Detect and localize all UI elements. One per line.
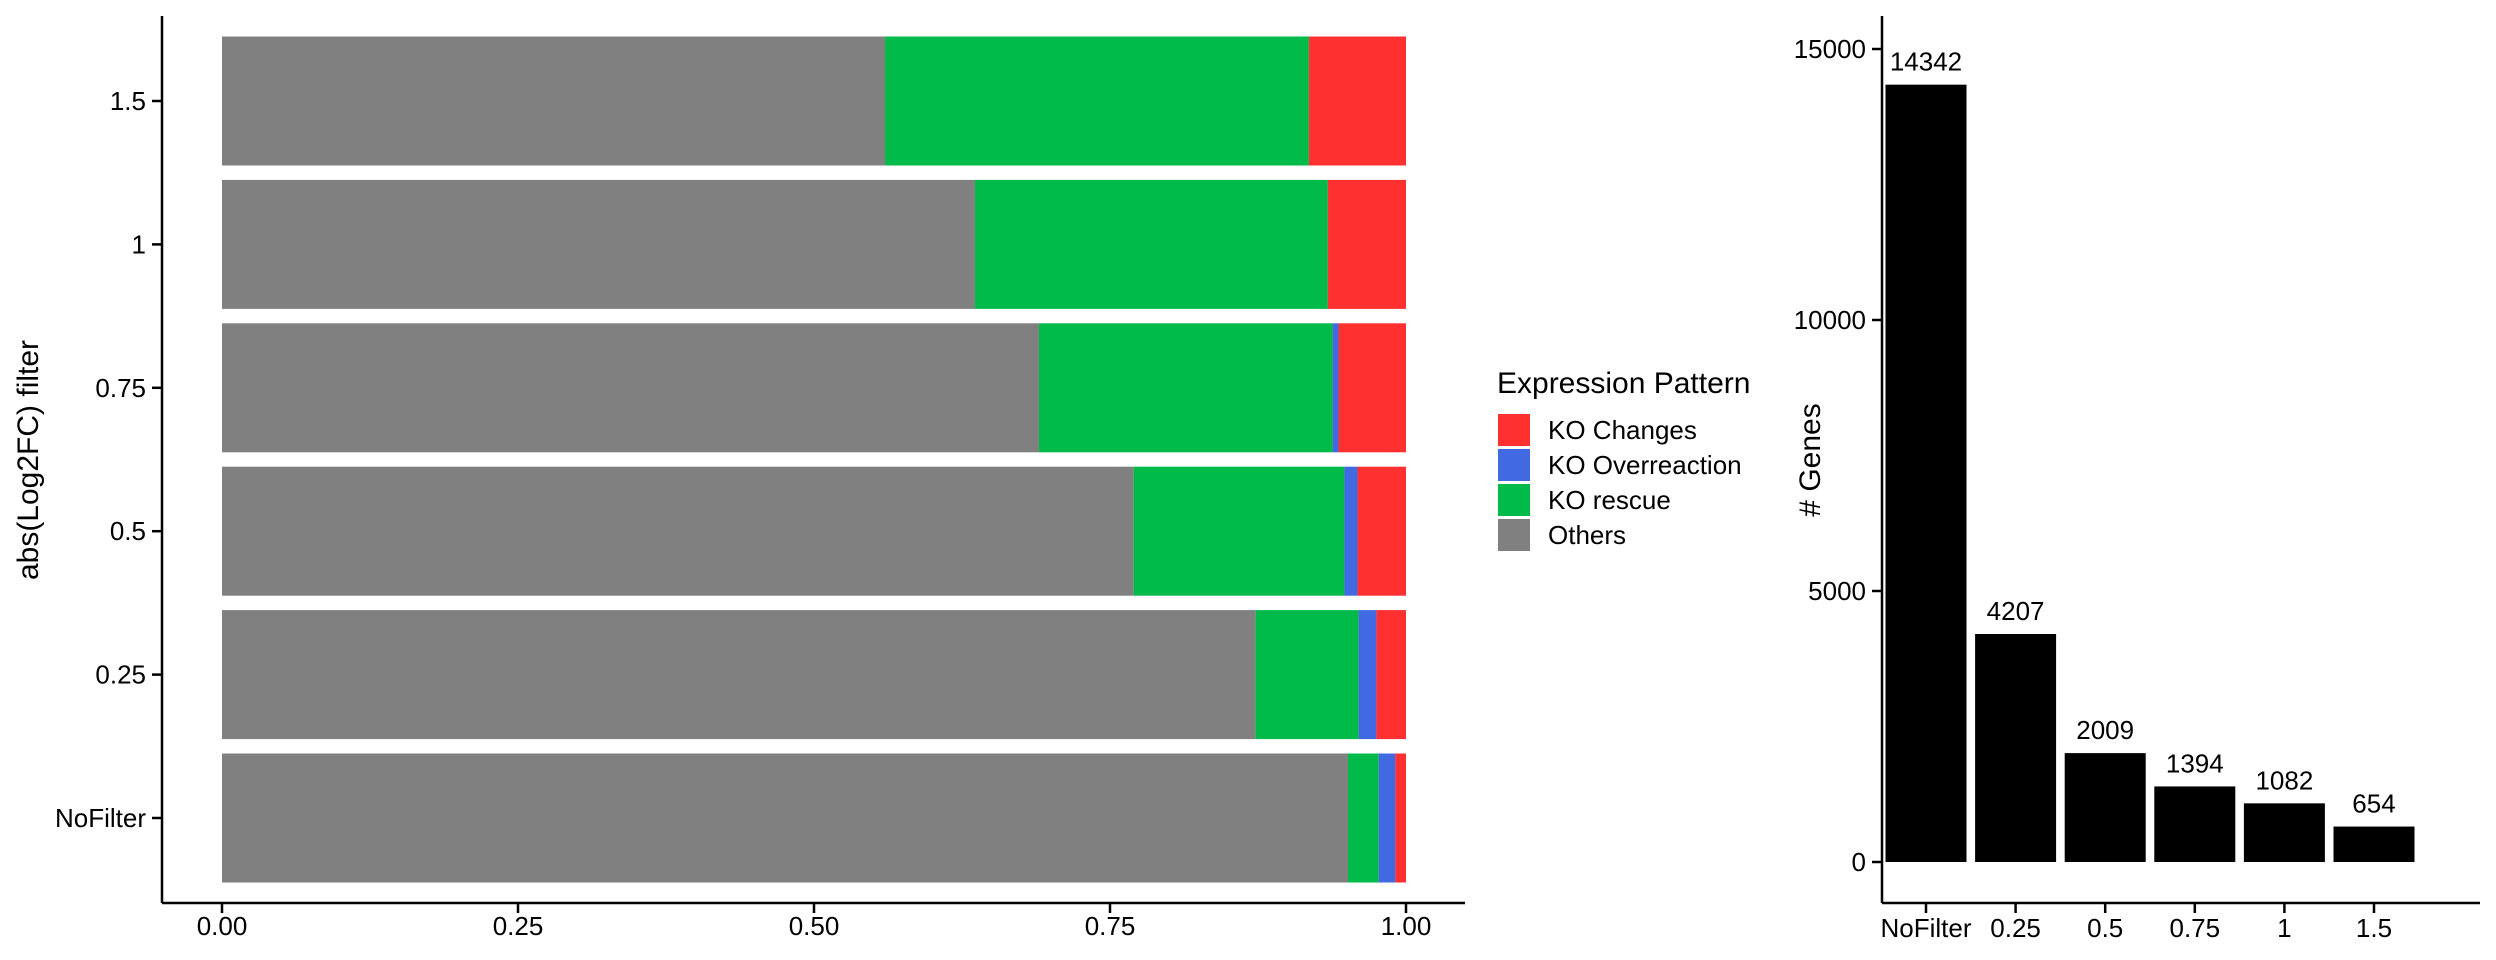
right-x-tick-label: 0.75 — [2169, 913, 2220, 943]
right-y-tick-label: 5000 — [1808, 576, 1866, 606]
left-y-tick-label: 0.75 — [95, 373, 146, 403]
right-x-tick-label: 1.5 — [2356, 913, 2392, 943]
bar-segment-ko-changes-0-5 — [1357, 466, 1406, 596]
left-y-tick-label: 0.25 — [95, 660, 146, 690]
right-x-tick-label: 0.25 — [1990, 913, 2041, 943]
left-y-ticks: NoFilter 0.25 0.5 0.75 1 1.5 — [55, 86, 162, 833]
bar-segment-ko-overreaction-0-5 — [1344, 466, 1358, 596]
right-x-tick-label: 1 — [2277, 913, 2291, 943]
right-x-ticks: NoFilter 0.25 0.5 0.75 1 1.5 — [1880, 903, 2392, 943]
legend: Expression Pattern KO Changes KO Overreac… — [1497, 367, 1750, 551]
legend-label-ko-changes: KO Changes — [1548, 415, 1697, 445]
bar-segment-others-0-25 — [222, 610, 1256, 740]
bar-segment-ko-changes-0-75 — [1338, 323, 1406, 453]
legend-swatch-ko-changes — [1498, 414, 1530, 446]
bar-segment-others-0-75 — [222, 323, 1039, 453]
legend-label-others: Others — [1548, 520, 1626, 550]
gene-count-bar-0-5 — [2064, 753, 2146, 862]
right-y-ticks: 0 5000 10000 15000 — [1794, 34, 1882, 877]
gene-count-bar-0-25 — [1975, 633, 2057, 862]
bar-segment-ko-changes-nofilter — [1395, 753, 1406, 883]
right-x-tick-label: NoFilter — [1880, 913, 1971, 943]
legend-swatch-ko-rescue — [1498, 484, 1530, 516]
legend-swatch-others — [1498, 519, 1530, 551]
legend-items: KO Changes KO Overreaction KO rescue Others — [1498, 414, 1742, 551]
bar-segment-ko-overreaction-nofilter — [1378, 753, 1396, 883]
bar-segment-ko-rescue-0-25 — [1255, 610, 1359, 740]
bar-segment-ko-rescue-1 — [975, 179, 1328, 309]
bar-segment-others-0-5 — [222, 466, 1134, 596]
gene-count-bars: 14342 4207 2009 1394 1082 654 — [1885, 47, 2415, 863]
left-x-tick-label: 0.50 — [789, 911, 840, 941]
right-x-tick-label: 0.5 — [2087, 913, 2123, 943]
bar-segment-ko-changes-1-5 — [1308, 36, 1406, 166]
bar-segment-ko-changes-1 — [1327, 179, 1406, 309]
gene-count-label-nofilter: 14342 — [1890, 47, 1962, 77]
right-y-tick-label: 10000 — [1794, 305, 1866, 335]
left-x-tick-label: 0.25 — [493, 911, 544, 941]
gene-count-label-1-5: 654 — [2352, 789, 2395, 819]
bar-segment-ko-rescue-0-5 — [1133, 466, 1345, 596]
legend-title: Expression Pattern — [1497, 367, 1750, 400]
bar-segment-ko-overreaction-0-25 — [1358, 610, 1377, 740]
gene-count-label-0-25: 4207 — [1987, 596, 2045, 626]
left-x-ticks: 0.00 0.25 0.50 0.75 1.00 — [197, 903, 1432, 941]
gene-count-bar-1 — [2243, 803, 2325, 862]
gene-count-bar-chart: 14342 4207 2009 1394 1082 654 0 5000 10000 15000… — [1794, 16, 2480, 943]
legend-label-ko-rescue: KO rescue — [1548, 485, 1671, 515]
gene-count-bar-0-75 — [2154, 786, 2236, 862]
right-y-tick-label: 0 — [1852, 847, 1866, 877]
left-y-tick-label: NoFilter — [55, 803, 146, 833]
left-y-tick-label: 1.5 — [110, 86, 146, 116]
bar-segment-others-1 — [222, 179, 976, 309]
right-y-axis-title: # Genes — [1794, 403, 1827, 516]
bar-segment-others-nofilter — [222, 753, 1348, 883]
left-x-tick-label: 0.00 — [197, 911, 248, 941]
gene-count-label-0-75: 1394 — [2166, 748, 2224, 778]
gene-count-bar-1-5 — [2333, 826, 2415, 862]
legend-label-ko-overreaction: KO Overreaction — [1548, 450, 1742, 480]
bar-segment-others-1-5 — [222, 36, 886, 166]
left-x-tick-label: 0.75 — [1085, 911, 1136, 941]
gene-count-bar-nofilter — [1885, 84, 1967, 863]
proportion-stacked-bar-chart: NoFilter 0.25 0.5 0.75 1 1.5 0.00 0.25 0.50 0.75… — [12, 16, 1465, 941]
right-y-tick-label: 15000 — [1794, 34, 1866, 64]
gene-count-label-1: 1082 — [2255, 765, 2313, 795]
left-y-tick-label: 1 — [132, 229, 146, 259]
bar-segment-ko-changes-0-25 — [1376, 610, 1406, 740]
bar-segment-ko-rescue-1-5 — [885, 36, 1309, 166]
left-x-tick-label: 1.00 — [1381, 911, 1432, 941]
left-y-tick-label: 0.5 — [110, 516, 146, 546]
left-y-axis-title: abs(Log2FC) filter — [12, 340, 45, 580]
stacked-bars — [222, 36, 1406, 883]
bar-segment-ko-rescue-nofilter — [1347, 753, 1379, 883]
gene-count-label-0-5: 2009 — [2076, 715, 2134, 745]
bar-segment-ko-rescue-0-75 — [1038, 323, 1333, 453]
legend-swatch-ko-overreaction — [1498, 449, 1530, 481]
bar-segment-ko-overreaction-0-75 — [1332, 323, 1339, 453]
